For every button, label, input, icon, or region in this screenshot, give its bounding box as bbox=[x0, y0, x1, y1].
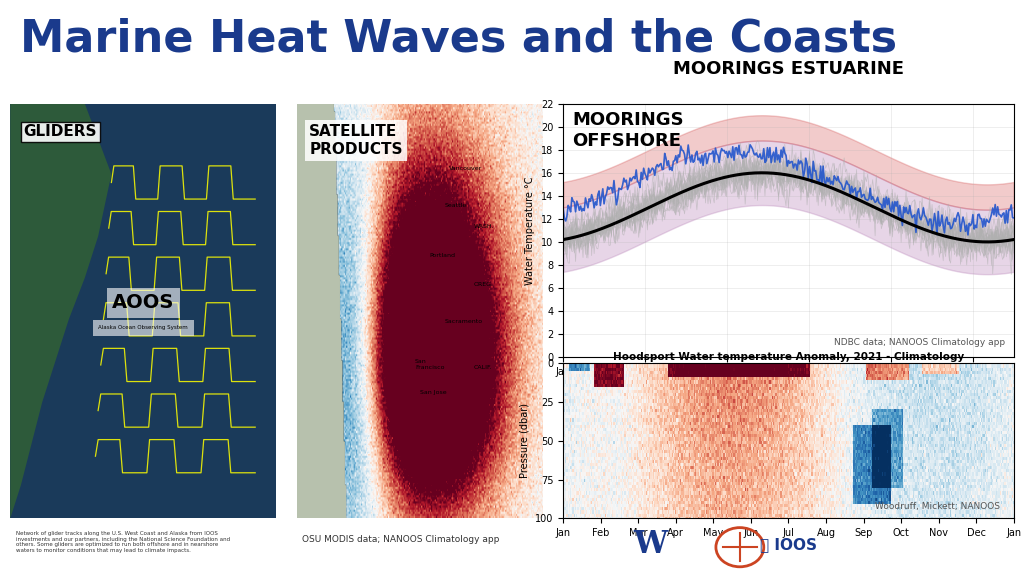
Polygon shape bbox=[10, 104, 112, 518]
Text: Network of glider tracks along the U.S. West Coast and Alaska from IOOS
investme: Network of glider tracks along the U.S. … bbox=[15, 531, 229, 553]
Text: Portland: Portland bbox=[430, 253, 456, 258]
Text: MOORINGS ESTUARINE: MOORINGS ESTUARINE bbox=[673, 60, 904, 78]
Y-axis label: Water Temperature °C: Water Temperature °C bbox=[525, 176, 536, 285]
FancyBboxPatch shape bbox=[10, 104, 276, 518]
Text: San
Francisco: San Francisco bbox=[415, 359, 444, 370]
Text: OREG.: OREG. bbox=[474, 282, 494, 287]
Text: CALIF.: CALIF. bbox=[474, 365, 493, 370]
Text: ⓘ IOOS: ⓘ IOOS bbox=[760, 537, 817, 552]
Text: Sacramento: Sacramento bbox=[444, 320, 482, 324]
Text: MOORINGS
OFFSHORE: MOORINGS OFFSHORE bbox=[572, 111, 684, 150]
Text: Alaska Ocean Observing System: Alaska Ocean Observing System bbox=[98, 325, 188, 330]
Y-axis label: Pressure (dbar): Pressure (dbar) bbox=[519, 403, 529, 478]
Text: AOOS: AOOS bbox=[113, 293, 174, 312]
Text: NDBC data; NANOOS Climatology app: NDBC data; NANOOS Climatology app bbox=[834, 338, 1005, 347]
Text: GLIDERS: GLIDERS bbox=[24, 124, 97, 139]
Text: SATELLITE
PRODUCTS: SATELLITE PRODUCTS bbox=[309, 124, 402, 157]
Text: Vancouver: Vancouver bbox=[450, 166, 482, 171]
Text: OSU MODIS data; NANOOS Climatology app: OSU MODIS data; NANOOS Climatology app bbox=[302, 535, 500, 544]
Text: Marine Heat Waves and the Coasts: Marine Heat Waves and the Coasts bbox=[20, 17, 898, 60]
Text: WASH.: WASH. bbox=[474, 224, 495, 229]
Text: W: W bbox=[633, 529, 668, 560]
Title: Hoodsport Water temperature Anomaly, 2021 - Climatology: Hoodsport Water temperature Anomaly, 202… bbox=[612, 352, 965, 362]
Text: Woodruff, Mickett; NANOOS: Woodruff, Mickett; NANOOS bbox=[876, 502, 1000, 510]
Text: San Jose: San Jose bbox=[420, 390, 446, 395]
Text: Seattle: Seattle bbox=[444, 203, 467, 209]
